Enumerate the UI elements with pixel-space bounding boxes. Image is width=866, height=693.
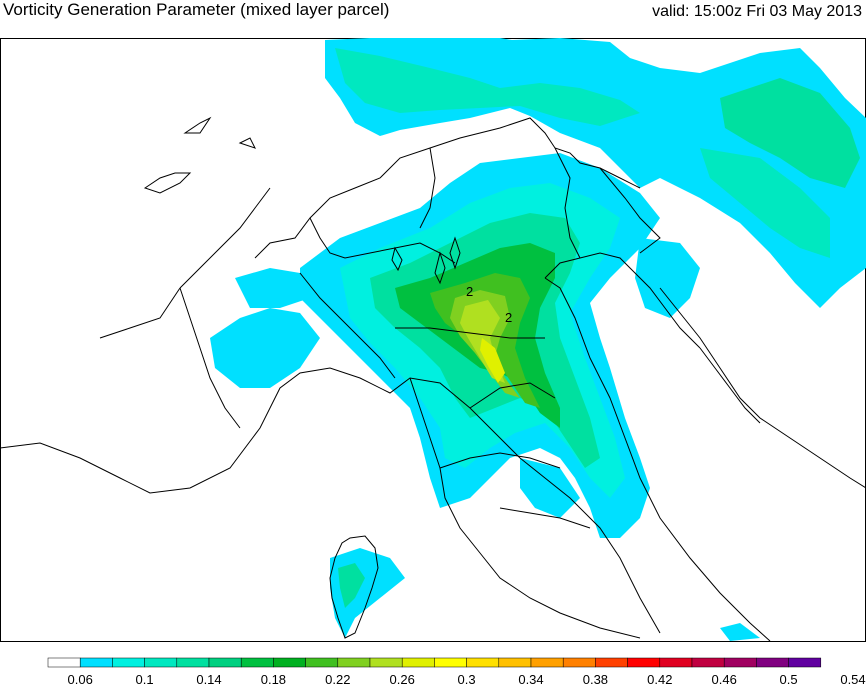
colorbar: 0.06 0.1 0.14 0.18 0.22 0.26 0.3 0.34 0.38 0.42 0.… [47, 657, 866, 687]
vorticity-shading [210, 38, 866, 641]
colorbar-swatch [112, 657, 145, 668]
colorbar-label: 0.54 [840, 672, 865, 687]
colorbar-label: 0.3 [458, 672, 476, 687]
colorbar-label: 0.46 [712, 672, 737, 687]
map-panel: 2 2 [0, 38, 866, 642]
contour-label: 2 [466, 284, 473, 299]
colorbar-label: 0.42 [647, 672, 672, 687]
colorbar-swatch [401, 657, 435, 668]
colorbar-swatch [434, 657, 467, 668]
colorbar-swatch [240, 657, 274, 668]
contour-label: 2 [505, 310, 512, 325]
colorbar-swatch [595, 657, 628, 668]
colorbar-swatch [337, 657, 371, 668]
colorbar-label: 0.14 [196, 672, 221, 687]
colorbar-swatch [47, 657, 81, 668]
colorbar-label: 0.26 [390, 672, 415, 687]
coastlines-borders [0, 116, 866, 642]
colorbar-swatch [369, 657, 403, 668]
colorbar-swatch [273, 657, 306, 668]
colorbar-label: 0.5 [780, 672, 798, 687]
colorbar-swatch [144, 657, 178, 668]
valid-time: valid: 15:00z Fri 03 May 2013 [652, 3, 862, 20]
colorbar-label: 0.38 [583, 672, 608, 687]
colorbar-swatch [788, 657, 822, 668]
colorbar-label: 0.22 [325, 672, 350, 687]
colorbar-swatch [530, 657, 564, 668]
colorbar-swatch [305, 657, 339, 668]
colorbar-swatch [627, 657, 661, 668]
colorbar-swatch [659, 657, 693, 668]
colorbar-label: 0.34 [518, 672, 543, 687]
colorbar-swatch [208, 657, 242, 668]
colorbar-swatch [691, 657, 725, 668]
colorbar-swatches [47, 657, 822, 668]
map-title: Vorticity Generation Parameter (mixed la… [3, 0, 390, 19]
colorbar-label: 0.06 [68, 672, 93, 687]
colorbar-swatch [723, 657, 757, 668]
colorbar-swatch [498, 657, 532, 668]
colorbar-labels: 0.06 0.1 0.14 0.18 0.22 0.26 0.3 0.34 0.38 0.42 0.… [68, 672, 866, 687]
colorbar-label: 0.18 [261, 672, 286, 687]
colorbar-label: 0.1 [136, 672, 154, 687]
colorbar-swatch [756, 657, 789, 668]
colorbar-swatch [562, 657, 596, 668]
colorbar-swatch [176, 657, 210, 668]
colorbar-swatch [79, 657, 113, 668]
colorbar-swatch [466, 657, 500, 668]
